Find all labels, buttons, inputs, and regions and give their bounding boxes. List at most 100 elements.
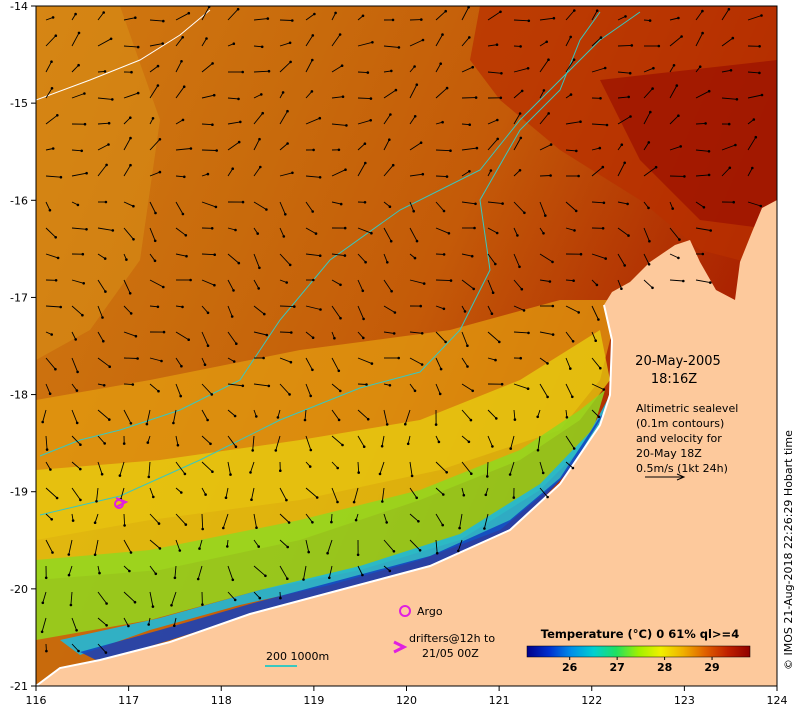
velocity-arrow-head [82,282,85,285]
velocity-arrow-head [189,147,193,150]
velocity-arrow-head [156,84,160,87]
velocity-arrow-head [546,495,549,499]
velocity-arrow-head [85,171,88,175]
velocity-arrow-head [494,262,497,266]
velocity-arrow-head [397,46,401,49]
velocity-arrow-head [536,415,539,419]
velocity-arrow-head [366,71,370,74]
velocity-arrow [96,487,99,502]
contour-legend-label: 200 1000m [266,650,329,663]
velocity-arrow-head [362,445,366,449]
velocity-arrow-head [111,229,115,232]
x-tick-label: 123 [674,694,695,707]
velocity-arrow-head [231,578,235,582]
velocity-arrow [201,38,207,47]
velocity-arrow-head [231,167,234,170]
velocity-arrow [591,331,597,341]
velocity-arrow-head [652,66,655,70]
sst-patch-northeast-core [600,60,777,230]
velocity-arrow-head [104,651,108,654]
velocity-arrow-head [311,336,315,340]
velocity-arrow-head [682,279,685,283]
velocity-arrow [149,43,163,47]
velocity-arrow-head [326,551,329,555]
velocity-arrow-head [41,601,45,605]
velocity-arrow-head [599,366,602,370]
velocity-arrow-head [704,122,707,125]
velocity-arrow-head [520,287,524,291]
velocity-arrow [251,487,255,500]
velocity-arrow [97,409,110,420]
velocity-arrow [149,305,158,308]
x-tick-label: 122 [581,694,602,707]
colorbar-title: Temperature (°C) 0 61% ql>=4 [541,627,739,641]
velocity-arrow-head [158,547,162,550]
velocity-arrow [94,539,99,555]
velocity-arrow [747,94,763,99]
velocity-arrow [487,11,501,21]
velocity-arrow-head [572,58,576,61]
velocity-arrow [487,227,498,234]
velocity-arrow [227,331,237,344]
velocity-arrow [435,513,444,526]
velocity-arrow-head [71,519,75,522]
velocity-arrow [461,357,468,367]
velocity-arrow-head [731,36,735,40]
velocity-arrow-head [729,69,733,72]
velocity-arrow-head [417,520,420,523]
velocity-arrow-head [77,649,80,653]
velocity-arrow [97,279,106,292]
velocity-arrow [357,279,364,291]
velocity-arrow-head [74,338,77,341]
velocity-arrow-head [491,291,495,295]
velocity-arrow-head [256,232,260,235]
velocity-arrow [435,10,447,21]
velocity-arrow [71,279,84,284]
velocity-arrow-head [158,138,162,141]
velocity-arrow [539,41,547,47]
velocity-arrow [435,175,448,178]
velocity-arrow-head [289,360,293,364]
velocity-arrow-head [495,231,499,235]
velocity-arrow-head [258,137,261,141]
velocity-arrow-head [259,165,262,169]
velocity-arrow-head [361,14,365,18]
velocity-arrow-head [128,292,132,295]
velocity-arrow-head [105,163,108,167]
velocity-arrow [71,383,78,391]
velocity-arrow-head [105,602,108,605]
velocity-arrow [149,565,157,575]
velocity-arrow-head [279,469,282,473]
velocity-arrow-head [442,307,446,311]
velocity-arrow [695,174,710,177]
velocity-arrow [123,617,129,627]
velocity-arrow-head [519,45,522,48]
velocity-arrow [591,37,602,47]
velocity-arrow [643,67,654,73]
velocity-arrow-head [50,87,54,90]
velocity-arrow-head [312,148,315,152]
velocity-arrow [487,138,499,151]
velocity-arrow-head [127,624,130,628]
velocity-arrow [591,409,600,418]
velocity-arrow-head [647,206,650,210]
velocity-arrow [71,227,87,230]
velocity-arrow-head [103,442,106,445]
velocity-arrow [305,383,312,397]
velocity-arrow-head [494,358,497,362]
velocity-arrow-head [469,418,473,422]
velocity-arrow [331,169,346,177]
velocity-arrow [357,461,360,473]
velocity-arrow-head [222,526,225,530]
velocity-arrow [539,90,545,99]
velocity-arrow-head [623,264,626,267]
velocity-arrow-head [434,423,438,426]
velocity-arrow-head [466,365,469,368]
velocity-arrow-head [449,149,452,152]
velocity-arrow-head [129,551,133,554]
velocity-arrow-head [319,308,322,311]
velocity-arrow [617,96,629,99]
velocity-arrow [461,279,474,290]
velocity-arrow [305,487,318,498]
velocity-arrow [201,383,213,395]
